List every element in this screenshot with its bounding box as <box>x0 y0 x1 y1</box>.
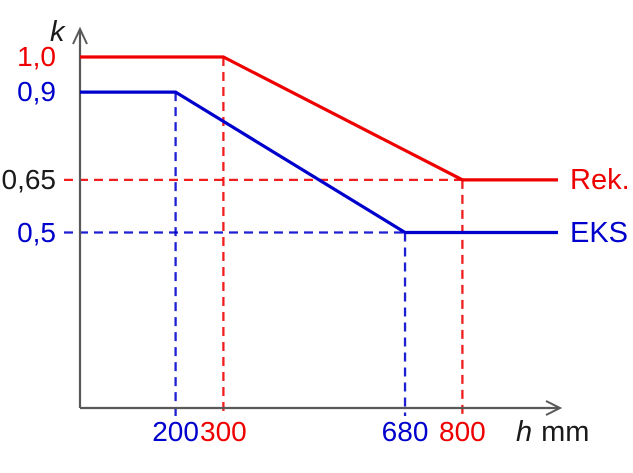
series-line-rek <box>80 55 558 182</box>
series-line-eks <box>80 90 558 235</box>
x-axis-arrow <box>545 400 563 416</box>
y-axis-arrow <box>72 26 88 45</box>
